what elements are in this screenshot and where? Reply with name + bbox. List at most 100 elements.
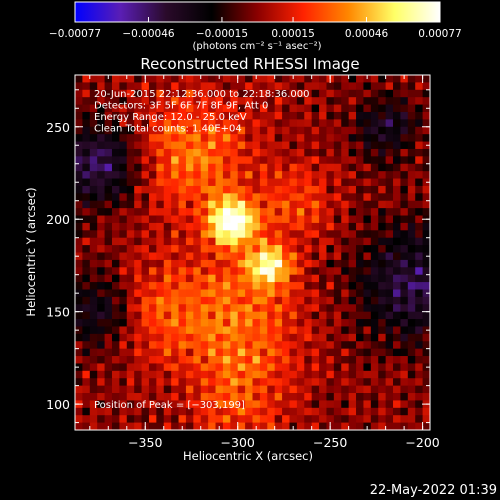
heatmap-cell (222, 348, 231, 357)
heatmap-cell (407, 119, 416, 128)
heatmap-cell (267, 259, 276, 268)
heatmap-cell (82, 134, 91, 142)
heatmap-cell (111, 289, 120, 298)
heatmap-cell (378, 252, 387, 261)
heatmap-cell (341, 82, 350, 91)
heatmap-cell (111, 193, 120, 202)
heatmap-cell (370, 237, 379, 246)
heatmap-cell (259, 156, 268, 165)
heatmap-cell (111, 148, 120, 157)
heatmap-cell (289, 341, 298, 350)
heatmap-cell (326, 289, 335, 298)
heatmap-cell (400, 274, 409, 283)
heatmap-cell (326, 156, 335, 165)
heatmap-cell (259, 326, 268, 335)
heatmap-cell (171, 363, 179, 372)
heatmap-cell (141, 393, 150, 401)
heatmap-cell (230, 341, 239, 350)
heatmap-cell (393, 208, 401, 216)
heatmap-cell (341, 193, 350, 202)
heatmap-cell (400, 141, 409, 150)
heatmap-cell (252, 230, 261, 239)
heatmap-cell (134, 82, 142, 91)
heatmap-cell (75, 97, 83, 105)
heatmap-cell (407, 348, 416, 357)
heatmap-cell (259, 193, 268, 202)
heatmap-cell (393, 245, 401, 253)
heatmap-cell (230, 215, 239, 224)
heatmap-cell (363, 178, 372, 187)
heatmap-cell (393, 141, 401, 150)
heatmap-cell (245, 119, 253, 128)
heatmap-cell (400, 200, 409, 209)
heatmap-cell (282, 134, 290, 142)
heatmap-cell (393, 89, 401, 98)
heatmap-cell (89, 356, 98, 364)
heatmap-cell (422, 378, 431, 387)
heatmap-cell (267, 193, 276, 202)
heatmap-cell (341, 126, 350, 135)
heatmap-cell (282, 356, 290, 364)
heatmap-cell (341, 200, 350, 209)
heatmap-cell (296, 385, 305, 394)
heatmap-cell (104, 259, 113, 268)
heatmap-cell (319, 97, 327, 105)
heatmap-cell (341, 178, 350, 187)
heatmap-cell (222, 356, 231, 364)
heatmap-cell (141, 134, 150, 142)
heatmap-cell (378, 370, 387, 379)
heatmap-cell (178, 245, 187, 253)
annotation-line: Clean Total counts: 1.40E+04 (94, 124, 242, 135)
heatmap-cell (370, 341, 379, 350)
heatmap-cell (400, 400, 409, 409)
heatmap-cell (370, 200, 379, 209)
heatmap-cell (237, 407, 246, 416)
heatmap-cell (407, 163, 416, 172)
heatmap-cell (104, 222, 113, 231)
heatmap-cell (370, 385, 379, 394)
heatmap-cell (141, 333, 150, 342)
heatmap-cell (311, 178, 320, 187)
heatmap-cell (289, 156, 298, 165)
heatmap-cell (148, 230, 157, 239)
heatmap-cell (156, 356, 165, 364)
heatmap-cell (385, 75, 394, 83)
heatmap-cell (178, 289, 187, 298)
heatmap-cell (407, 304, 416, 313)
heatmap-cell (134, 178, 142, 187)
heatmap-cell (89, 97, 98, 105)
heatmap-cell (148, 119, 157, 128)
heatmap-cell (75, 200, 83, 209)
heatmap-cell (319, 178, 327, 187)
heatmap-cell (230, 185, 239, 194)
heatmap-cell (385, 304, 394, 313)
heatmap-cell (111, 111, 120, 120)
heatmap-cell (237, 245, 246, 253)
heatmap-cell (304, 111, 313, 120)
heatmap-cell (126, 82, 135, 91)
heatmap-cell (163, 178, 172, 187)
heatmap-cell (348, 230, 357, 239)
heatmap-cell (185, 163, 194, 172)
heatmap-cell (267, 156, 276, 165)
heatmap-cell (378, 259, 387, 268)
heatmap-cell (200, 289, 209, 298)
heatmap-cell (215, 370, 224, 379)
heatmap-cell (252, 363, 261, 372)
heatmap-cell (422, 356, 431, 364)
heatmap-cell (282, 193, 290, 202)
heatmap-cell (282, 237, 290, 246)
heatmap-cell (289, 171, 298, 179)
heatmap-cell (208, 341, 216, 350)
heatmap-cell (89, 185, 98, 194)
heatmap-cell (274, 311, 283, 320)
heatmap-cell (415, 296, 424, 305)
heatmap-cell (148, 282, 157, 290)
heatmap-cell (111, 356, 120, 364)
heatmap-cell (193, 208, 202, 216)
heatmap-cell (363, 326, 372, 335)
heatmap-cell (82, 415, 91, 424)
heatmap-cell (119, 230, 128, 239)
heatmap-cell (289, 363, 298, 372)
heatmap-cell (326, 333, 335, 342)
